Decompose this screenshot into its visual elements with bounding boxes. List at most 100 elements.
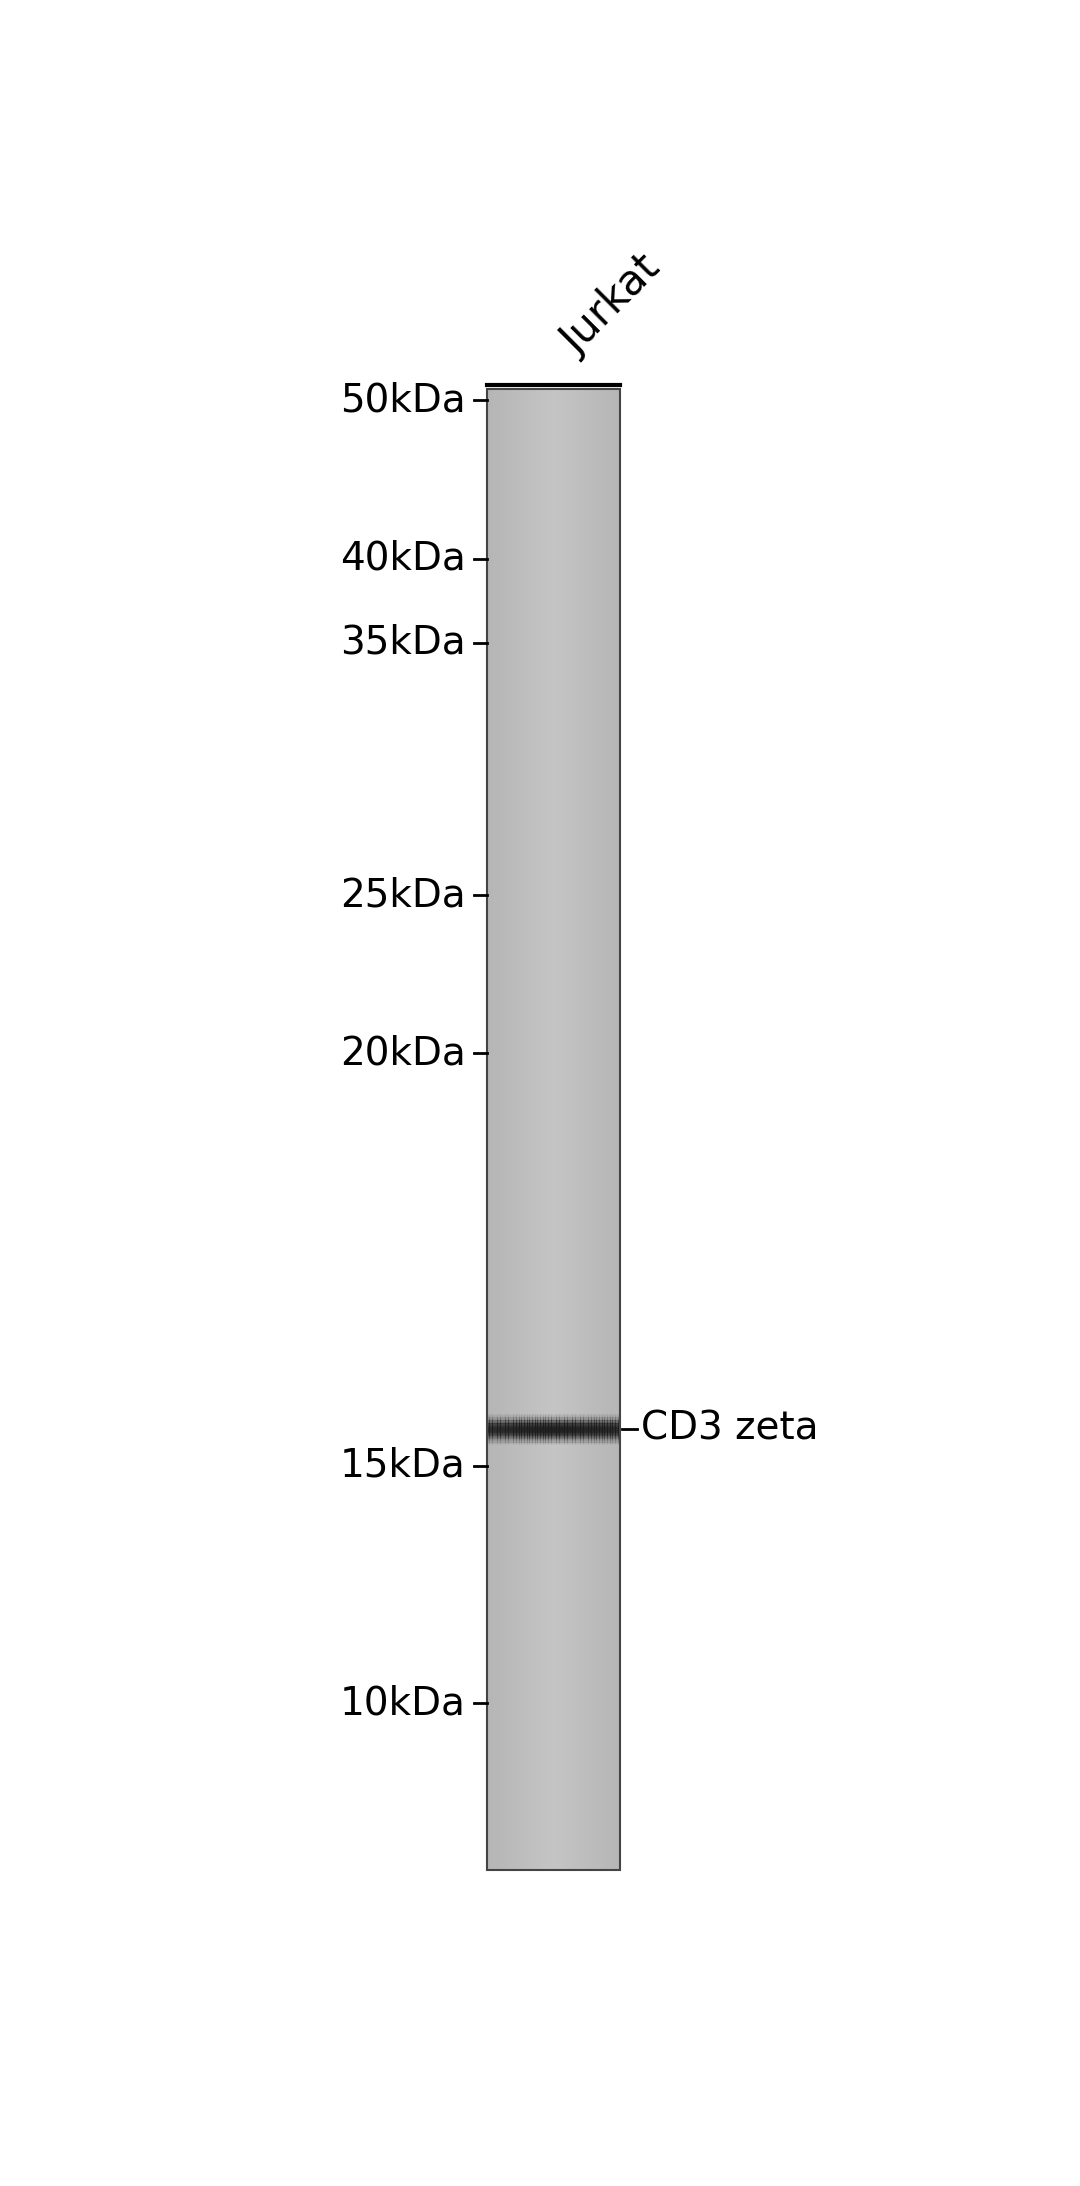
Bar (607, 389, 609, 1869)
Bar (523, 389, 525, 1869)
Bar (512, 389, 514, 1869)
Text: 10kDa: 10kDa (340, 1683, 465, 1723)
Bar (556, 389, 558, 1869)
Bar (605, 389, 607, 1869)
Bar (513, 389, 515, 1869)
Bar (597, 389, 599, 1869)
Bar (585, 389, 588, 1869)
Bar (571, 389, 573, 1869)
Bar (540, 389, 542, 1869)
Text: 15kDa: 15kDa (340, 1447, 465, 1484)
Bar (494, 389, 496, 1869)
Bar (508, 389, 510, 1869)
Bar (572, 389, 575, 1869)
Bar (563, 389, 565, 1869)
Bar (541, 389, 543, 1869)
Bar (602, 389, 604, 1869)
Bar (562, 389, 564, 1869)
Bar (608, 389, 610, 1869)
Bar (515, 389, 517, 1869)
Bar (539, 389, 541, 1869)
Bar (573, 389, 576, 1869)
Bar (500, 389, 502, 1869)
Text: 40kDa: 40kDa (340, 540, 465, 577)
Bar (566, 389, 568, 1869)
Bar (610, 389, 612, 1869)
Bar (577, 389, 579, 1869)
Bar (518, 389, 521, 1869)
Bar (612, 389, 615, 1869)
Bar (522, 389, 524, 1869)
Bar (551, 389, 553, 1869)
Bar (583, 389, 585, 1869)
Bar (603, 389, 605, 1869)
Bar (561, 389, 563, 1869)
Bar (617, 389, 619, 1869)
Bar (555, 389, 557, 1869)
Bar (543, 389, 545, 1869)
Bar (595, 389, 597, 1869)
Bar (564, 389, 566, 1869)
Bar (619, 389, 621, 1869)
Text: 20kDa: 20kDa (340, 1034, 465, 1073)
Bar (569, 389, 571, 1869)
Text: 50kDa: 50kDa (340, 380, 465, 420)
Bar (616, 389, 618, 1869)
Bar (501, 389, 503, 1869)
Bar (504, 389, 507, 1869)
Bar (591, 389, 593, 1869)
Bar (567, 389, 569, 1869)
Bar (529, 389, 531, 1869)
Bar (618, 389, 620, 1869)
Bar (578, 389, 580, 1869)
Bar (606, 389, 608, 1869)
Bar (554, 389, 556, 1869)
Bar (588, 389, 590, 1869)
Bar (489, 389, 491, 1869)
Bar (592, 389, 594, 1869)
Bar (530, 389, 532, 1869)
Bar (510, 389, 512, 1869)
Bar (596, 389, 598, 1869)
Bar (527, 389, 529, 1869)
Bar (550, 389, 552, 1869)
Bar (486, 389, 489, 1869)
Bar (552, 389, 554, 1869)
Bar (499, 389, 501, 1869)
Bar (611, 389, 613, 1869)
Bar (511, 389, 513, 1869)
Bar (589, 389, 591, 1869)
Bar (528, 389, 530, 1869)
Bar (524, 389, 526, 1869)
Bar (490, 389, 492, 1869)
Bar (582, 389, 584, 1869)
Bar (613, 389, 616, 1869)
Bar (599, 389, 602, 1869)
Bar (495, 389, 497, 1869)
Bar (488, 389, 490, 1869)
Bar (558, 389, 561, 1869)
Bar (521, 389, 523, 1869)
Bar (516, 389, 518, 1869)
Bar (535, 389, 537, 1869)
Bar (517, 389, 519, 1869)
Text: 25kDa: 25kDa (340, 877, 465, 914)
Bar (600, 389, 603, 1869)
Bar (549, 389, 551, 1869)
Text: 35kDa: 35kDa (340, 623, 465, 662)
Bar (584, 389, 586, 1869)
Bar (546, 389, 549, 1869)
Bar (568, 389, 570, 1869)
Bar (544, 389, 546, 1869)
Text: Jurkat: Jurkat (554, 247, 669, 363)
Bar (590, 389, 592, 1869)
Bar (594, 389, 596, 1869)
Bar (534, 389, 536, 1869)
Bar (536, 389, 538, 1869)
Bar (538, 389, 540, 1869)
Bar (532, 389, 535, 1869)
Text: CD3 zeta: CD3 zeta (642, 1410, 819, 1447)
Bar (496, 389, 498, 1869)
Bar (545, 389, 548, 1869)
Bar (525, 389, 527, 1869)
